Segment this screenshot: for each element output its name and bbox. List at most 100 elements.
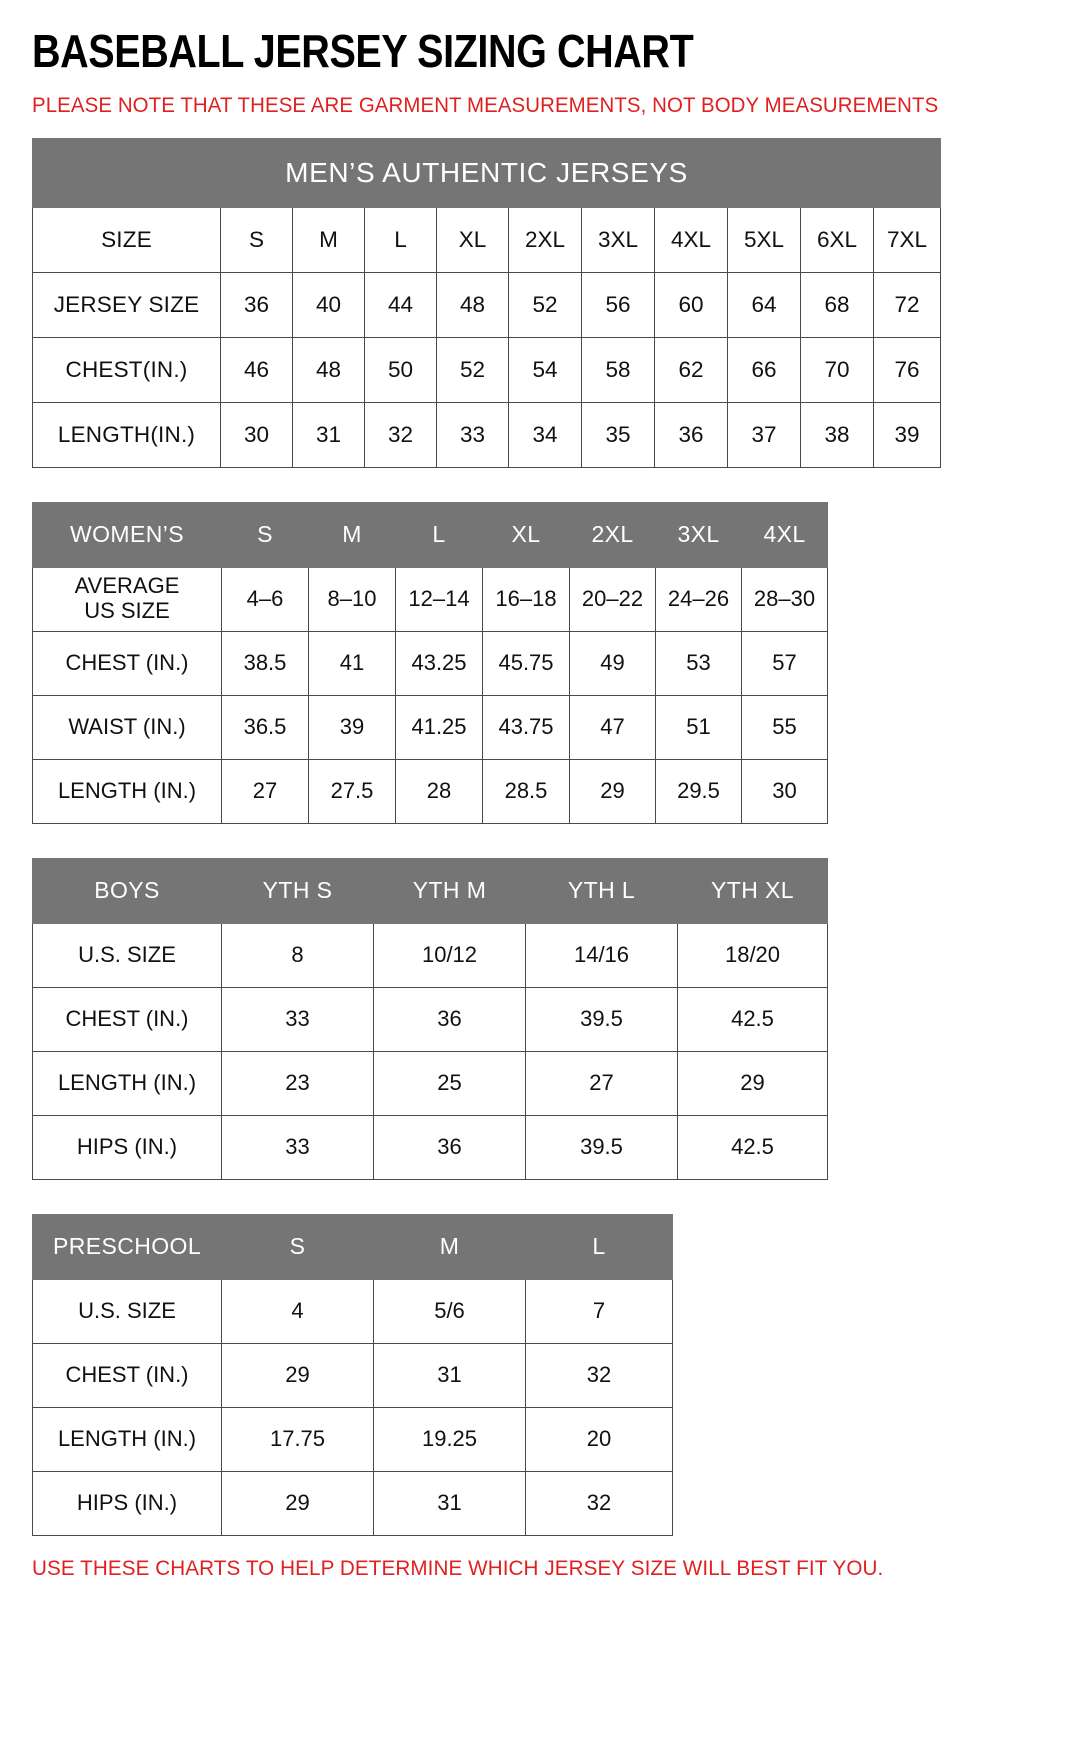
preschool-sizing-table: PRESCHOOL S M L U.S. SIZE 4 5/6 7 CHEST … [32,1213,673,1536]
table-cell: 51 [655,694,742,760]
table-cell: 46 [220,336,293,403]
table-cell: 4–6 [221,566,309,632]
table-cell: 28.5 [482,758,570,824]
table-cell: 48 [292,336,365,403]
table-row: CHEST (IN.) 29 31 32 [32,1342,673,1408]
mens-row-label-jersey-size: JERSEY SIZE [32,271,221,338]
table-row: WAIST (IN.) 36.5 39 41.25 43.75 47 51 55 [32,694,828,760]
table-cell: 49 [569,630,656,696]
mens-banner-row: MEN’S AUTHENTIC JERSEYS [31,137,942,208]
table-cell: 29 [677,1050,828,1116]
boys-row-label-length: LENGTH (IN.) [32,1050,222,1116]
mens-col-s: S [220,206,293,273]
table-cell: 43.75 [482,694,570,760]
mens-banner-title: MEN’S AUTHENTIC JERSEYS [31,137,942,208]
table-cell: 20–22 [569,566,656,632]
boys-col-yth-l: YTH L [525,857,678,924]
table-cell: 29 [221,1470,374,1536]
table-row: HIPS (IN.) 29 31 32 [32,1470,673,1536]
table-row: CHEST(IN.) 46 48 50 52 54 58 62 66 70 76 [32,336,942,403]
womens-col-m: M [308,501,396,568]
table-cell: 29.5 [655,758,742,824]
womens-row-label-chest: CHEST (IN.) [32,630,222,696]
womens-col-xl: XL [482,501,570,568]
mens-row-label-chest: CHEST(IN.) [32,336,221,403]
mens-table-body: MEN’S AUTHENTIC JERSEYS SIZE S M L XL 2X… [31,137,942,468]
womens-row-label-average-us-size: AVERAGE US SIZE [32,566,222,632]
table-cell: 31 [373,1470,526,1536]
boys-row-label-us-size: U.S. SIZE [32,922,222,988]
table-cell: 45.75 [482,630,570,696]
table-cell: 40 [292,271,365,338]
preschool-col-s: S [221,1213,374,1280]
table-cell: 25 [373,1050,526,1116]
table-cell: 39.5 [525,1114,678,1180]
table-cell: 23 [221,1050,374,1116]
boys-row-label-hips: HIPS (IN.) [32,1114,222,1180]
mens-col-2xl: 2XL [508,206,582,273]
table-cell: 41 [308,630,396,696]
table-cell: 31 [292,401,365,468]
womens-header-row: WOMEN’S S M L XL 2XL 3XL 4XL [32,501,828,568]
mens-sizing-table: MEN’S AUTHENTIC JERSEYS SIZE S M L XL 2X… [31,137,942,468]
table-cell: 34 [508,401,582,468]
table-cell: 66 [727,336,801,403]
preschool-col-m: M [373,1213,526,1280]
table-cell: 68 [800,271,874,338]
preschool-row-label-hips: HIPS (IN.) [32,1470,222,1536]
boys-row-label-chest: CHEST (IN.) [32,986,222,1052]
table-cell: 60 [654,271,728,338]
preschool-row-label-chest: CHEST (IN.) [32,1342,222,1408]
mens-col-l: L [364,206,437,273]
preschool-row-label-us-size: U.S. SIZE [32,1278,222,1344]
table-cell: 30 [741,758,828,824]
mens-col-7xl: 7XL [872,206,942,273]
garment-measurement-note: PLEASE NOTE THAT THESE ARE GARMENT MEASU… [32,93,939,117]
mens-size-header: SIZE [32,206,221,273]
table-cell: 54 [508,336,582,403]
boys-header-row: BOYS YTH S YTH M YTH L YTH XL [32,857,828,924]
table-row: CHEST (IN.) 33 36 39.5 42.5 [32,986,828,1052]
preschool-header-row: PRESCHOOL S M L [32,1213,673,1280]
womens-col-s: S [221,501,309,568]
table-cell: 14/16 [525,922,678,988]
table-cell: 62 [654,336,728,403]
table-cell: 32 [525,1470,673,1536]
table-row: LENGTH (IN.) 27 27.5 28 28.5 29 29.5 30 [32,758,828,824]
boys-col-yth-xl: YTH XL [677,857,828,924]
table-cell: 58 [581,336,655,403]
table-cell: 8 [221,922,374,988]
table-cell: 29 [221,1342,374,1408]
table-cell: 50 [364,336,437,403]
table-cell: 36 [220,271,293,338]
table-cell: 64 [727,271,801,338]
table-cell: 17.75 [221,1406,374,1472]
table-cell: 28 [395,758,483,824]
table-cell: 27 [221,758,309,824]
table-row: LENGTH (IN.) 23 25 27 29 [32,1050,828,1116]
table-cell: 35 [581,401,655,468]
table-cell: 10/12 [373,922,526,988]
boys-title-header: BOYS [32,857,222,924]
table-row: HIPS (IN.) 33 36 39.5 42.5 [32,1114,828,1180]
table-cell: 30 [220,401,293,468]
table-row: CHEST (IN.) 38.5 41 43.25 45.75 49 53 57 [32,630,828,696]
table-cell: 55 [741,694,828,760]
preschool-col-l: L [525,1213,673,1280]
table-cell: 33 [436,401,509,468]
table-cell: 33 [221,1114,374,1180]
womens-sizing-table: WOMEN’S S M L XL 2XL 3XL 4XL AVERAGE US … [32,501,828,824]
table-cell: 39 [872,401,942,468]
boys-table-body: BOYS YTH S YTH M YTH L YTH XL U.S. SIZE … [32,857,828,1180]
boys-col-yth-m: YTH M [373,857,526,924]
table-cell: 16–18 [482,566,570,632]
table-cell: 76 [872,336,942,403]
boys-sizing-table: BOYS YTH S YTH M YTH L YTH XL U.S. SIZE … [32,857,828,1180]
table-row: U.S. SIZE 8 10/12 14/16 18/20 [32,922,828,988]
table-cell: 41.25 [395,694,483,760]
table-cell: 38 [800,401,874,468]
table-cell: 20 [525,1406,673,1472]
mens-header-row: SIZE S M L XL 2XL 3XL 4XL 5XL 6XL 7XL [32,206,942,273]
mens-row-label-length: LENGTH(IN.) [32,401,221,468]
